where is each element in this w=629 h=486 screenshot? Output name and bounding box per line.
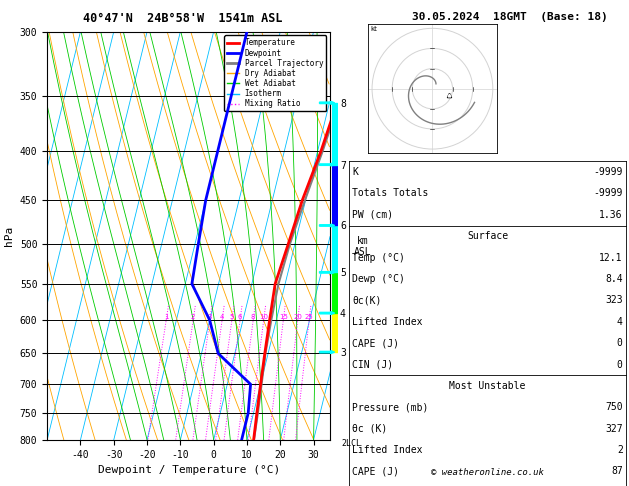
Text: K: K <box>352 167 358 177</box>
Text: 87: 87 <box>611 467 623 476</box>
Text: 25: 25 <box>305 314 313 320</box>
Text: -9999: -9999 <box>593 167 623 177</box>
Text: Surface: Surface <box>467 231 508 241</box>
Y-axis label: km
ASL: km ASL <box>353 236 371 257</box>
Text: 2: 2 <box>191 314 196 320</box>
Text: -9999: -9999 <box>593 189 623 198</box>
Text: Most Unstable: Most Unstable <box>449 381 526 391</box>
Text: 4: 4 <box>220 314 225 320</box>
Text: PW (cm): PW (cm) <box>352 210 393 220</box>
Text: 3: 3 <box>208 314 212 320</box>
Text: 0: 0 <box>617 338 623 348</box>
Text: 8: 8 <box>251 314 255 320</box>
Legend: Temperature, Dewpoint, Parcel Trajectory, Dry Adiabat, Wet Adiabat, Isotherm, Mi: Temperature, Dewpoint, Parcel Trajectory… <box>224 35 326 111</box>
Text: CAPE (J): CAPE (J) <box>352 467 399 476</box>
Text: 20: 20 <box>293 314 302 320</box>
Text: θc(K): θc(K) <box>352 295 382 305</box>
Text: 30.05.2024  18GMT  (Base: 18): 30.05.2024 18GMT (Base: 18) <box>411 12 608 22</box>
Text: 0: 0 <box>617 360 623 369</box>
Text: Totals Totals: Totals Totals <box>352 189 428 198</box>
Text: Dewp (°C): Dewp (°C) <box>352 274 405 284</box>
Text: 4: 4 <box>617 317 623 327</box>
Text: 6: 6 <box>238 314 242 320</box>
Text: 323: 323 <box>605 295 623 305</box>
Text: 10: 10 <box>259 314 268 320</box>
Text: 2: 2 <box>617 445 623 455</box>
Text: 12.1: 12.1 <box>599 253 623 262</box>
Y-axis label: hPa: hPa <box>4 226 14 246</box>
Text: 750: 750 <box>605 402 623 412</box>
Text: CIN (J): CIN (J) <box>352 360 393 369</box>
Text: θc (K): θc (K) <box>352 424 387 434</box>
Text: 327: 327 <box>605 424 623 434</box>
Text: 1: 1 <box>164 314 169 320</box>
Text: 1.36: 1.36 <box>599 210 623 220</box>
Text: Pressure (mb): Pressure (mb) <box>352 402 428 412</box>
Text: 40°47'N  24B°58'W  1541m ASL: 40°47'N 24B°58'W 1541m ASL <box>82 12 282 25</box>
Text: 5: 5 <box>230 314 234 320</box>
Text: Lifted Index: Lifted Index <box>352 445 423 455</box>
Text: kt: kt <box>370 26 377 32</box>
Text: 8.4: 8.4 <box>605 274 623 284</box>
X-axis label: Dewpoint / Temperature (°C): Dewpoint / Temperature (°C) <box>97 465 280 475</box>
Text: CAPE (J): CAPE (J) <box>352 338 399 348</box>
Text: © weatheronline.co.uk: © weatheronline.co.uk <box>431 468 544 477</box>
Text: Lifted Index: Lifted Index <box>352 317 423 327</box>
Text: Temp (°C): Temp (°C) <box>352 253 405 262</box>
Text: 2LCL: 2LCL <box>342 439 362 449</box>
Text: 15: 15 <box>279 314 288 320</box>
